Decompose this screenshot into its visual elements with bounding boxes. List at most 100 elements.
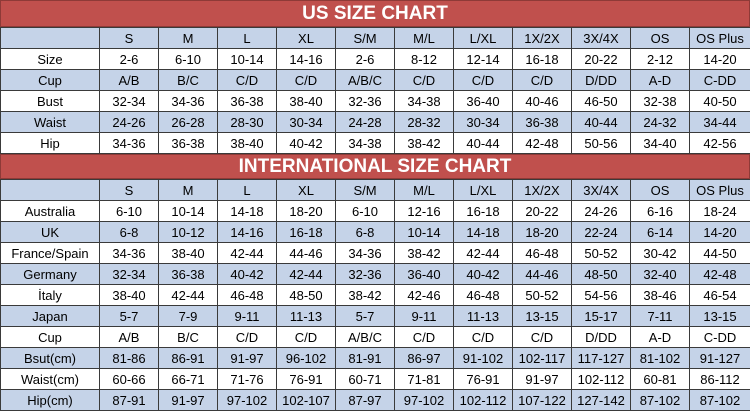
table-cell: 16-18 [276,221,336,243]
column-header: 3X/4X [571,27,631,49]
table-cell: 9-11 [217,305,277,327]
table-cell: 60-66 [99,368,159,390]
row-label: Hip [0,132,100,154]
table-cell: 16-18 [453,200,513,222]
table-cell: 32-36 [335,263,395,285]
table-cell: 34-36 [158,90,218,112]
table-cell: 7-11 [630,305,690,327]
table-cell: 60-71 [335,368,395,390]
table-cell: 14-20 [689,221,750,243]
table-cell: 42-46 [394,284,454,306]
table-cell: 50-52 [571,242,631,264]
table-cell: 5-7 [335,305,395,327]
table-cell: 50-56 [571,132,631,154]
table-cell: 12-16 [394,200,454,222]
table-cell: 40-42 [276,132,336,154]
table-cell: C/D [394,69,454,91]
table-cell: 5-7 [99,305,159,327]
table-cell: 14-18 [217,200,277,222]
column-header: M [158,27,218,49]
table-row: Australia 6-10 10-14 14-18 18-20 6-10 12-16 16-… [0,200,750,222]
table-cell: 40-42 [453,263,513,285]
column-header: OS [630,179,690,201]
header-row: S M L XL S/M M/L L/XL 1X/2X 3X/4X OS OS Plus [0,179,750,201]
table-row: France/Spain 34-36 38-40 42-44 44-46 34-36 38-… [0,242,750,264]
table-cell: 44-46 [512,263,572,285]
table-cell: 91-102 [453,347,513,369]
table-cell: 97-102 [394,389,454,411]
table-cell: 14-16 [276,48,336,70]
table-cell: 11-13 [276,305,336,327]
table-cell: 34-36 [99,242,159,264]
table-cell: 18-24 [689,200,750,222]
table-cell: 117-127 [571,347,631,369]
table-cell: 48-50 [276,284,336,306]
table-cell: 97-102 [217,389,277,411]
column-header: S [99,179,159,201]
table-cell: 6-10 [335,200,395,222]
table-cell: 91-127 [689,347,750,369]
table-cell: 46-48 [217,284,277,306]
table-cell: 87-102 [630,389,690,411]
row-label: Bsut(cm) [0,347,100,369]
table-cell: 81-102 [630,347,690,369]
table-cell: 46-48 [512,242,572,264]
table-cell: 38-40 [158,242,218,264]
table-cell: C/D [217,326,277,348]
table-cell: 38-42 [394,242,454,264]
table-cell: D/DD [571,326,631,348]
row-label: Waist(cm) [0,368,100,390]
table-cell: 44-46 [276,242,336,264]
table-cell: 32-40 [630,263,690,285]
table-row: Hip 34-36 36-38 38-40 40-42 34-38 38-42 40-44 42… [0,132,750,154]
table-cell: A/B/C [335,69,395,91]
table-cell: 34-44 [689,111,750,133]
table-cell: 10-14 [217,48,277,70]
table-cell: 38-42 [394,132,454,154]
table-cell: 7-9 [158,305,218,327]
table-cell: 42-44 [453,242,513,264]
column-header: M [158,179,218,201]
table-cell: 46-54 [689,284,750,306]
table-cell: A/B [99,326,159,348]
table-row: Size 2-6 6-10 10-14 14-16 2-6 8-12 12-14 16-18 20… [0,48,750,70]
table-cell: 40-44 [571,111,631,133]
table-cell: 8-12 [394,48,454,70]
table-cell: C/D [217,69,277,91]
table-cell: 54-56 [571,284,631,306]
column-header [0,27,100,49]
table-cell: 6-16 [630,200,690,222]
row-label: Bust [0,90,100,112]
table-cell: 6-14 [630,221,690,243]
table-cell: 38-42 [335,284,395,306]
table-cell: 34-36 [335,242,395,264]
table-row: Bust 32-34 34-36 36-38 38-40 32-36 34-38 36-40 4… [0,90,750,112]
row-label: France/Spain [0,242,100,264]
table-cell: 10-14 [394,221,454,243]
column-header: XL [276,179,336,201]
table-cell: A-D [630,69,690,91]
table-cell: 6-8 [335,221,395,243]
column-header: OS Plus [689,27,750,49]
table-cell: 102-107 [276,389,336,411]
table-cell: 91-97 [512,368,572,390]
table-row: Bsut(cm) 81-86 86-91 91-97 96-102 81-91 86-97 9… [0,347,750,369]
table-cell: C-DD [689,69,750,91]
row-label: Japan [0,305,100,327]
table-cell: 87-102 [689,389,750,411]
table-cell: 38-46 [630,284,690,306]
table-cell: 10-14 [158,200,218,222]
table-cell: 86-91 [158,347,218,369]
table-cell: C/D [276,326,336,348]
table-cell: C/D [453,326,513,348]
table-row: Hip(cm) 87-91 91-97 97-102 102-107 87-97 97-10… [0,389,750,411]
table-cell: 107-122 [512,389,572,411]
table-cell: 60-81 [630,368,690,390]
column-header: OS [630,27,690,49]
row-label: Cup [0,326,100,348]
table-cell: 28-30 [217,111,277,133]
table-cell: 36-38 [158,132,218,154]
table-cell: 12-14 [453,48,513,70]
table-cell: 32-38 [630,90,690,112]
column-header: 3X/4X [571,179,631,201]
